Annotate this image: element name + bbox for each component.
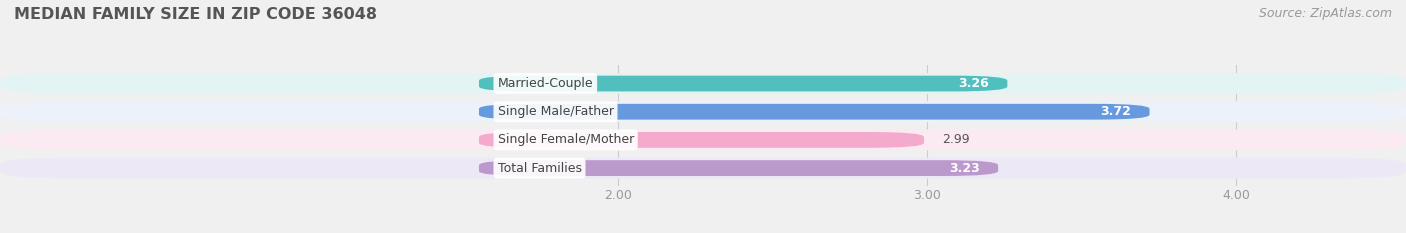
Text: 2.99: 2.99 [942, 134, 970, 146]
FancyBboxPatch shape [479, 76, 1007, 91]
Text: Total Families: Total Families [498, 161, 582, 175]
Text: Single Female/Mother: Single Female/Mother [498, 134, 634, 146]
Text: MEDIAN FAMILY SIZE IN ZIP CODE 36048: MEDIAN FAMILY SIZE IN ZIP CODE 36048 [14, 7, 377, 22]
Text: 3.23: 3.23 [949, 161, 980, 175]
FancyBboxPatch shape [479, 160, 998, 176]
Text: Single Male/Father: Single Male/Father [498, 105, 613, 118]
FancyBboxPatch shape [479, 104, 1150, 120]
FancyBboxPatch shape [0, 158, 1406, 178]
Text: Source: ZipAtlas.com: Source: ZipAtlas.com [1258, 7, 1392, 20]
Text: 3.72: 3.72 [1099, 105, 1130, 118]
FancyBboxPatch shape [479, 132, 924, 148]
Text: 3.26: 3.26 [957, 77, 988, 90]
FancyBboxPatch shape [0, 101, 1406, 122]
FancyBboxPatch shape [0, 73, 1406, 94]
Text: Married-Couple: Married-Couple [498, 77, 593, 90]
FancyBboxPatch shape [0, 130, 1406, 150]
